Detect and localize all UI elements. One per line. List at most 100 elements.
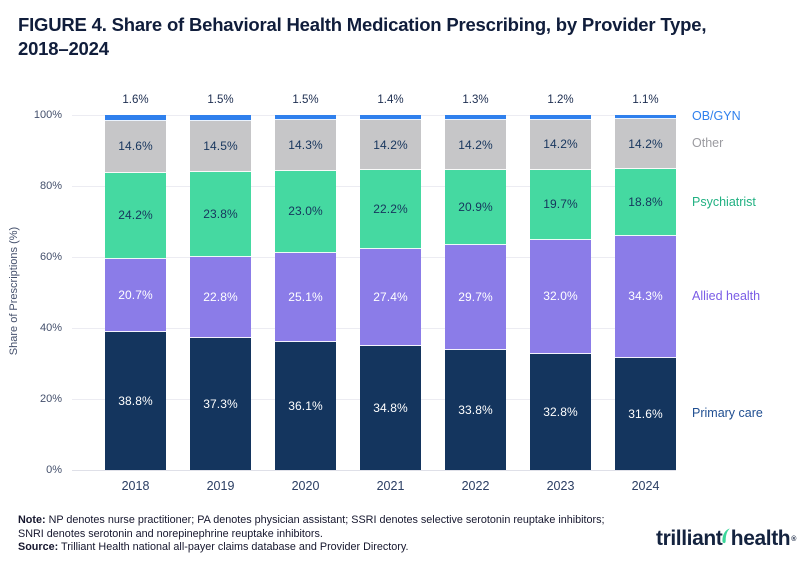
bar-value-label-primary-care-2022: 33.8% <box>458 402 493 417</box>
bar-segment-psychiatrist-2020: 23.0% <box>275 171 336 253</box>
figure-footnote: Note: NP denotes nurse practitioner; PA … <box>18 514 618 555</box>
bar-value-label-other-2020: 14.3% <box>288 138 323 153</box>
y-axis-title: Share of Prescriptions (%) <box>8 226 20 356</box>
bar-top-value-2021: 1.4% <box>377 94 404 106</box>
bar-value-label-psychiatrist-2018: 24.2% <box>118 208 153 223</box>
bar-value-label-psychiatrist-2020: 23.0% <box>288 204 323 219</box>
bar-top-value-2018: 1.6% <box>122 94 149 107</box>
bar-top-value-2024: 1.1% <box>632 94 659 106</box>
bar-value-label-psychiatrist-2022: 20.9% <box>458 199 493 214</box>
bar-value-label-allied-health-2024: 34.3% <box>628 289 663 304</box>
bar-value-label-other-2018: 14.6% <box>118 139 153 154</box>
x-tick-label-2020: 2020 <box>291 479 320 493</box>
bar-value-label-psychiatrist-2024: 18.8% <box>628 195 663 210</box>
bar-segment-allied-health-2021: 27.4% <box>360 249 421 347</box>
bar-value-label-other-2021: 14.2% <box>373 137 408 152</box>
bar-value-label-allied-health-2022: 29.7% <box>458 289 493 304</box>
source-text: Trilliant Health national all-payer clai… <box>58 541 409 553</box>
bar-value-label-other-2022: 14.2% <box>458 137 493 152</box>
bar-segment-psychiatrist-2018: 24.2% <box>105 172 166 259</box>
bar-segment-ob-gyn-2019 <box>190 115 251 121</box>
bar-segment-primary-care-2018: 38.8% <box>105 332 166 470</box>
bar-segment-primary-care-2019: 37.3% <box>190 337 251 470</box>
logo-text-trilliant: trilliant <box>656 527 723 550</box>
y-tick-label-40: 40% <box>39 321 62 334</box>
x-tick-label-2021: 2021 <box>376 479 405 493</box>
x-tick-label-2023: 2023 <box>546 479 575 493</box>
bar-segment-psychiatrist-2023: 19.7% <box>530 170 591 240</box>
legend-label-ob-gyn: OB/GYN <box>692 108 741 123</box>
figure-title-line1: FIGURE 4. Share of Behavioral Health Med… <box>18 14 707 35</box>
bar-value-label-allied-health-2019: 22.8% <box>203 289 238 304</box>
bar-value-label-primary-care-2018: 38.8% <box>118 394 153 409</box>
x-axis-line <box>72 470 676 471</box>
bar-value-label-other-2024: 14.2% <box>628 136 663 151</box>
note-line: Note: NP denotes nurse practitioner; PA … <box>18 514 618 541</box>
bar-segment-allied-health-2018: 20.7% <box>105 258 166 333</box>
legend-label-allied-health: Allied health <box>692 288 761 303</box>
y-tick-label-60: 60% <box>39 250 62 263</box>
bar-segment-other-2020: 14.3% <box>275 120 336 172</box>
bar-value-label-psychiatrist-2021: 22.2% <box>373 202 408 217</box>
bar-value-label-other-2019: 14.5% <box>203 138 238 153</box>
bar-value-label-allied-health-2023: 32.0% <box>543 289 578 304</box>
bar-value-label-other-2023: 14.2% <box>543 137 578 152</box>
bar-segment-ob-gyn-2021 <box>360 115 421 120</box>
stacked-bar-chart: Share of Prescriptions (%) 0% 20% 40% 60% 80… <box>8 94 763 493</box>
logo-swoosh-icon <box>722 528 731 544</box>
y-tick-label-100: 100% <box>33 108 62 121</box>
bar-segment-primary-care-2024: 31.6% <box>615 357 676 470</box>
bar-segment-other-2023: 14.2% <box>530 119 591 171</box>
bar-segment-other-2019: 14.5% <box>190 120 251 173</box>
bar-segment-other-2021: 14.2% <box>360 119 421 171</box>
x-tick-label-2024: 2024 <box>631 479 660 493</box>
logo-registered-mark: ® <box>791 535 796 543</box>
bar-segment-ob-gyn-2024 <box>615 115 676 119</box>
bar-value-label-primary-care-2021: 34.8% <box>373 401 408 416</box>
bar-segment-psychiatrist-2019: 23.8% <box>190 172 251 257</box>
source-label: Source: <box>18 541 59 553</box>
bar-value-label-primary-care-2024: 31.6% <box>628 406 663 421</box>
bar-segment-psychiatrist-2024: 18.8% <box>615 169 676 237</box>
note-label: Note: <box>18 514 46 526</box>
bar-segment-other-2022: 14.2% <box>445 119 506 171</box>
bar-segment-allied-health-2024: 34.3% <box>615 236 676 358</box>
bar-segment-primary-care-2021: 34.8% <box>360 346 421 470</box>
y-tick-label-0: 0% <box>46 463 62 476</box>
x-tick-label-2022: 2022 <box>461 479 490 493</box>
legend-label-other: Other <box>692 136 724 151</box>
note-text: NP denotes nurse practitioner; PA denote… <box>18 514 605 540</box>
figure-title-line2: 2018–2024 <box>18 38 109 59</box>
bar-segment-primary-care-2020: 36.1% <box>275 341 336 470</box>
bar-value-label-psychiatrist-2019: 23.8% <box>203 206 238 221</box>
bar-top-value-2019: 1.5% <box>207 94 234 107</box>
bar-segment-psychiatrist-2022: 20.9% <box>445 170 506 245</box>
bar-value-label-allied-health-2020: 25.1% <box>288 289 323 304</box>
bar-segment-allied-health-2020: 25.1% <box>275 252 336 342</box>
source-line: Source: Trilliant Health national all-pa… <box>18 541 618 555</box>
bar-segment-primary-care-2023: 32.8% <box>530 353 591 470</box>
x-tick-label-2018: 2018 <box>121 479 150 493</box>
bar-value-label-psychiatrist-2023: 19.7% <box>543 197 578 212</box>
bar-value-label-allied-health-2021: 27.4% <box>373 290 408 305</box>
y-tick-label-20: 20% <box>39 392 62 405</box>
bar-top-value-2023: 1.2% <box>547 94 574 107</box>
bar-segment-other-2018: 14.6% <box>105 121 166 173</box>
bar-segment-allied-health-2022: 29.7% <box>445 244 506 350</box>
bar-value-label-primary-care-2023: 32.8% <box>543 404 578 419</box>
bar-segment-ob-gyn-2020 <box>275 115 336 121</box>
bar-segment-allied-health-2023: 32.0% <box>530 239 591 354</box>
bar-segment-ob-gyn-2023 <box>530 115 591 120</box>
bar-segment-other-2024: 14.2% <box>615 118 676 170</box>
bar-value-label-primary-care-2019: 37.3% <box>203 396 238 411</box>
bar-top-value-2020: 1.5% <box>292 94 319 106</box>
legend-label-primary-care: Primary care <box>692 405 763 420</box>
figure-title: FIGURE 4. Share of Behavioral Health Med… <box>18 13 788 61</box>
bar-segment-ob-gyn-2022 <box>445 115 506 120</box>
bar-segment-allied-health-2019: 22.8% <box>190 256 251 338</box>
bar-segment-primary-care-2022: 33.8% <box>445 350 506 470</box>
bar-segment-ob-gyn-2018 <box>105 115 166 122</box>
bar-value-label-primary-care-2020: 36.1% <box>288 398 323 413</box>
y-tick-label-80: 80% <box>39 179 62 192</box>
